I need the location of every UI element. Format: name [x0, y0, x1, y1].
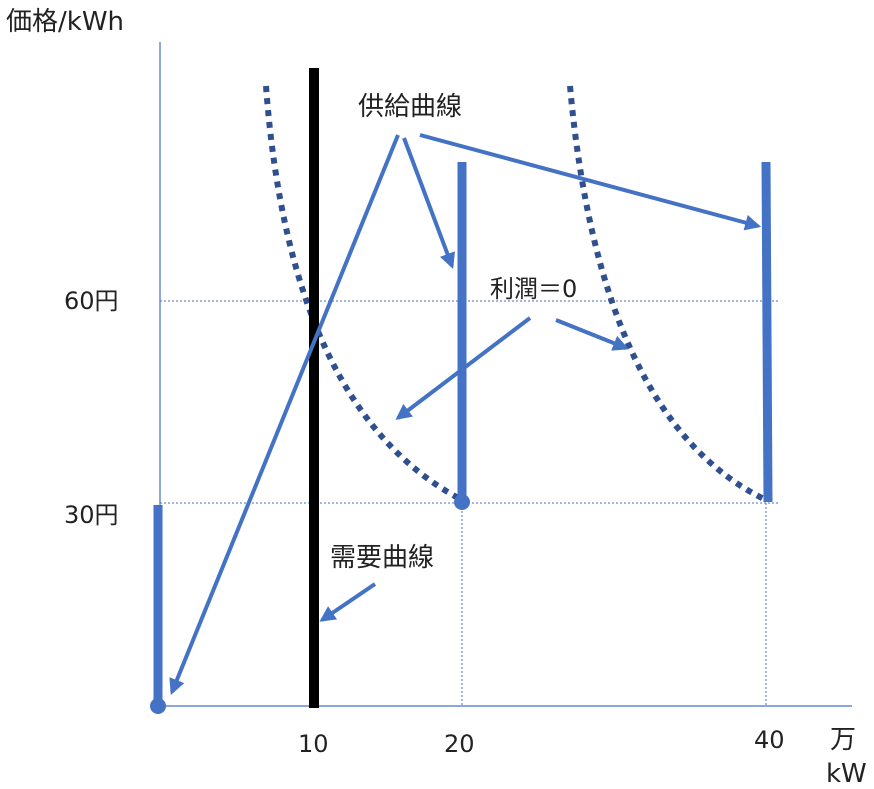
- y-axis-label: 価格/kWh: [6, 7, 124, 37]
- supply-point-20: [454, 494, 470, 510]
- profit-arrow-right: [555, 318, 629, 351]
- demand-curve-label: 需要曲線: [330, 543, 434, 573]
- x-tick-20: 20: [444, 730, 475, 758]
- supply-arrow-40: [419, 133, 762, 231]
- profit-arrow-left: [395, 316, 532, 420]
- supply-curve-40: [761, 161, 773, 503]
- x-tick-10: 10: [298, 730, 329, 758]
- supply-curve-label: 供給曲線: [358, 92, 462, 122]
- zero-profit-curve-right: [567, 85, 768, 503]
- zero-profit-curve-left: [263, 85, 464, 503]
- x-unit-bottom: kW: [826, 759, 867, 789]
- supply-arrow-20: [402, 137, 455, 269]
- x-tick-40: 40: [754, 726, 785, 754]
- y-tick-30: 30円: [64, 501, 119, 529]
- zero-profit-label: 利潤＝0: [490, 275, 577, 303]
- supply-arrow-origin: [169, 134, 400, 695]
- demand-arrow: [319, 582, 377, 622]
- supply-point-origin: [150, 698, 166, 714]
- y-tick-60: 60円: [64, 287, 119, 315]
- x-unit-top: 万: [830, 725, 856, 755]
